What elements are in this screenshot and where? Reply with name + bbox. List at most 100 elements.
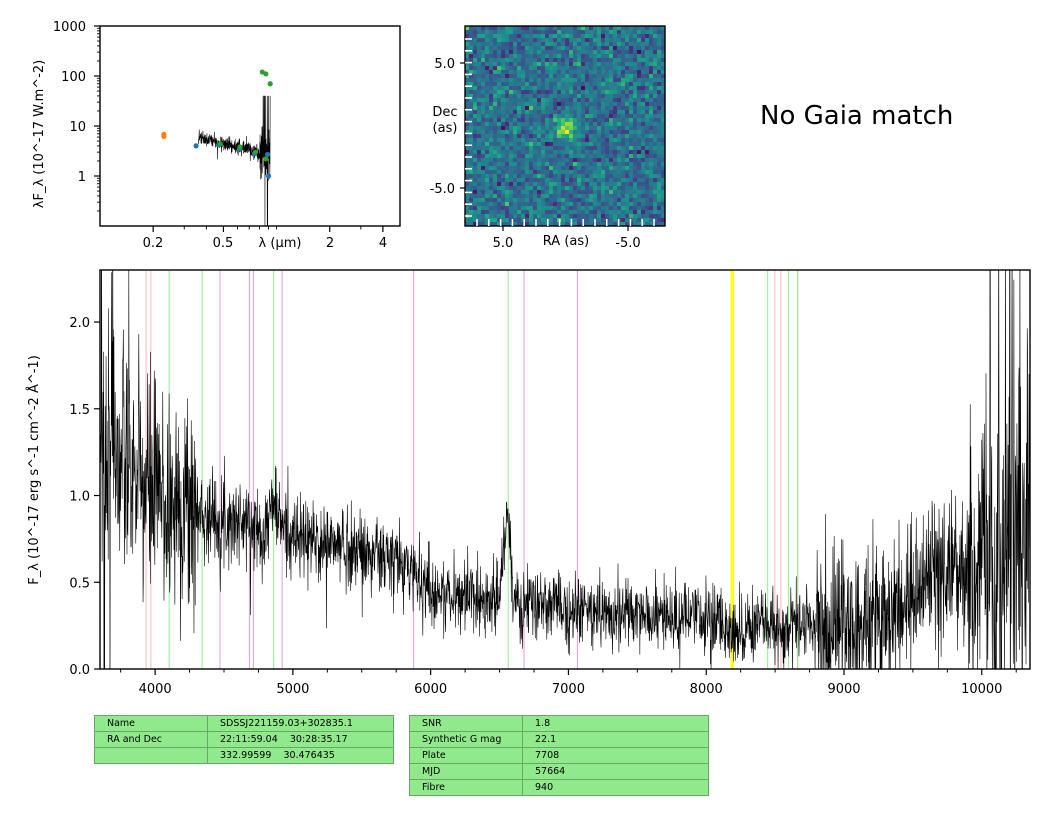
image-pixel — [641, 174, 646, 179]
image-pixel — [549, 110, 554, 115]
image-pixel — [545, 214, 550, 219]
image-pixel — [525, 114, 530, 119]
image-pixel — [509, 198, 514, 203]
image-pixel — [593, 130, 598, 135]
image-pixel — [605, 210, 610, 215]
image-pixel — [469, 74, 474, 79]
image-pixel — [653, 150, 658, 155]
image-pixel — [561, 138, 566, 143]
image-pixel — [657, 38, 662, 43]
image-pixel — [525, 158, 530, 163]
image-pixel — [601, 98, 606, 103]
image-pixel — [529, 162, 534, 167]
image-pixel — [489, 102, 494, 107]
image-pixel — [601, 78, 606, 83]
image-pixel — [525, 218, 530, 223]
image-pixel — [553, 198, 558, 203]
table-row: Plate 7708 — [409, 747, 709, 764]
image-pixel — [485, 182, 490, 187]
image-pixel — [641, 86, 646, 91]
image-pixel — [605, 170, 610, 175]
image-pixel — [493, 30, 498, 35]
image-pixel — [585, 182, 590, 187]
image-pixel — [625, 154, 630, 159]
image-pixel — [561, 110, 566, 115]
image-pixel — [513, 126, 518, 131]
image-pixel — [633, 210, 638, 215]
image-pixel — [641, 190, 646, 195]
image-pixel — [573, 98, 578, 103]
image-pixel — [661, 58, 666, 63]
image-pixel — [553, 162, 558, 167]
image-pixel — [509, 114, 514, 119]
image-pixel — [533, 134, 538, 139]
image-pixel — [565, 150, 570, 155]
image-pixel — [653, 46, 658, 51]
image-pixel — [621, 62, 626, 67]
image-pixel — [537, 194, 542, 199]
image-pixel — [517, 126, 522, 131]
image-pixel — [657, 102, 662, 107]
image-pixel — [593, 102, 598, 107]
image-pixel — [517, 214, 522, 219]
image-pixel — [545, 174, 550, 179]
image-pixel — [501, 82, 506, 87]
image-pixel — [653, 214, 658, 219]
image-pixel — [617, 174, 622, 179]
image-pixel — [653, 186, 658, 191]
image-pixel — [649, 138, 654, 143]
image-pixel — [589, 26, 594, 31]
image-pixel — [553, 110, 558, 115]
image-pixel — [609, 78, 614, 83]
image-pixel — [481, 62, 486, 67]
image-pixel — [541, 198, 546, 203]
image-pixel — [537, 42, 542, 47]
image-pixel — [465, 198, 470, 203]
image-pixel — [485, 26, 490, 31]
image-pixel — [497, 202, 502, 207]
image-pixel — [549, 150, 554, 155]
image-pixel — [497, 58, 502, 63]
image-pixel — [629, 102, 634, 107]
image-pixel — [613, 138, 618, 143]
image-pixel — [493, 66, 498, 71]
image-pixel — [625, 70, 630, 75]
image-pixel — [641, 94, 646, 99]
image-pixel — [549, 106, 554, 111]
sed-ytick-1: 1 — [78, 170, 86, 185]
image-pixel — [485, 66, 490, 71]
image-pixel — [533, 62, 538, 67]
image-pixel — [577, 98, 582, 103]
image-pixel — [589, 198, 594, 203]
image-pixel — [489, 206, 494, 211]
image-pixel — [653, 170, 658, 175]
image-pixel — [521, 118, 526, 123]
image-pixel — [589, 34, 594, 39]
image-pixel — [549, 62, 554, 67]
image-pixel — [649, 182, 654, 187]
image-pixel — [541, 162, 546, 167]
image-pixel — [653, 126, 658, 131]
image-pixel — [529, 182, 534, 187]
image-pixel — [581, 30, 586, 35]
image-pixel — [621, 142, 626, 147]
table-row: 332.99599 30.476435 — [94, 747, 394, 764]
image-pixel — [617, 158, 622, 163]
image-pixel — [637, 218, 642, 223]
image-pixel — [597, 78, 602, 83]
image-pixel — [557, 82, 562, 87]
image-pixel — [565, 206, 570, 211]
image-pixel — [625, 162, 630, 167]
image-pixel — [593, 122, 598, 127]
image-pixel — [633, 174, 638, 179]
image-pixel — [533, 70, 538, 75]
image-pixel — [501, 98, 506, 103]
image-pixel — [505, 110, 510, 115]
image-pixel — [629, 126, 634, 131]
image-pixel — [565, 154, 570, 159]
image-pixel — [577, 186, 582, 191]
image-pixel — [629, 150, 634, 155]
image-pixel — [565, 190, 570, 195]
image-pixel — [593, 94, 598, 99]
image-pixel — [529, 54, 534, 59]
